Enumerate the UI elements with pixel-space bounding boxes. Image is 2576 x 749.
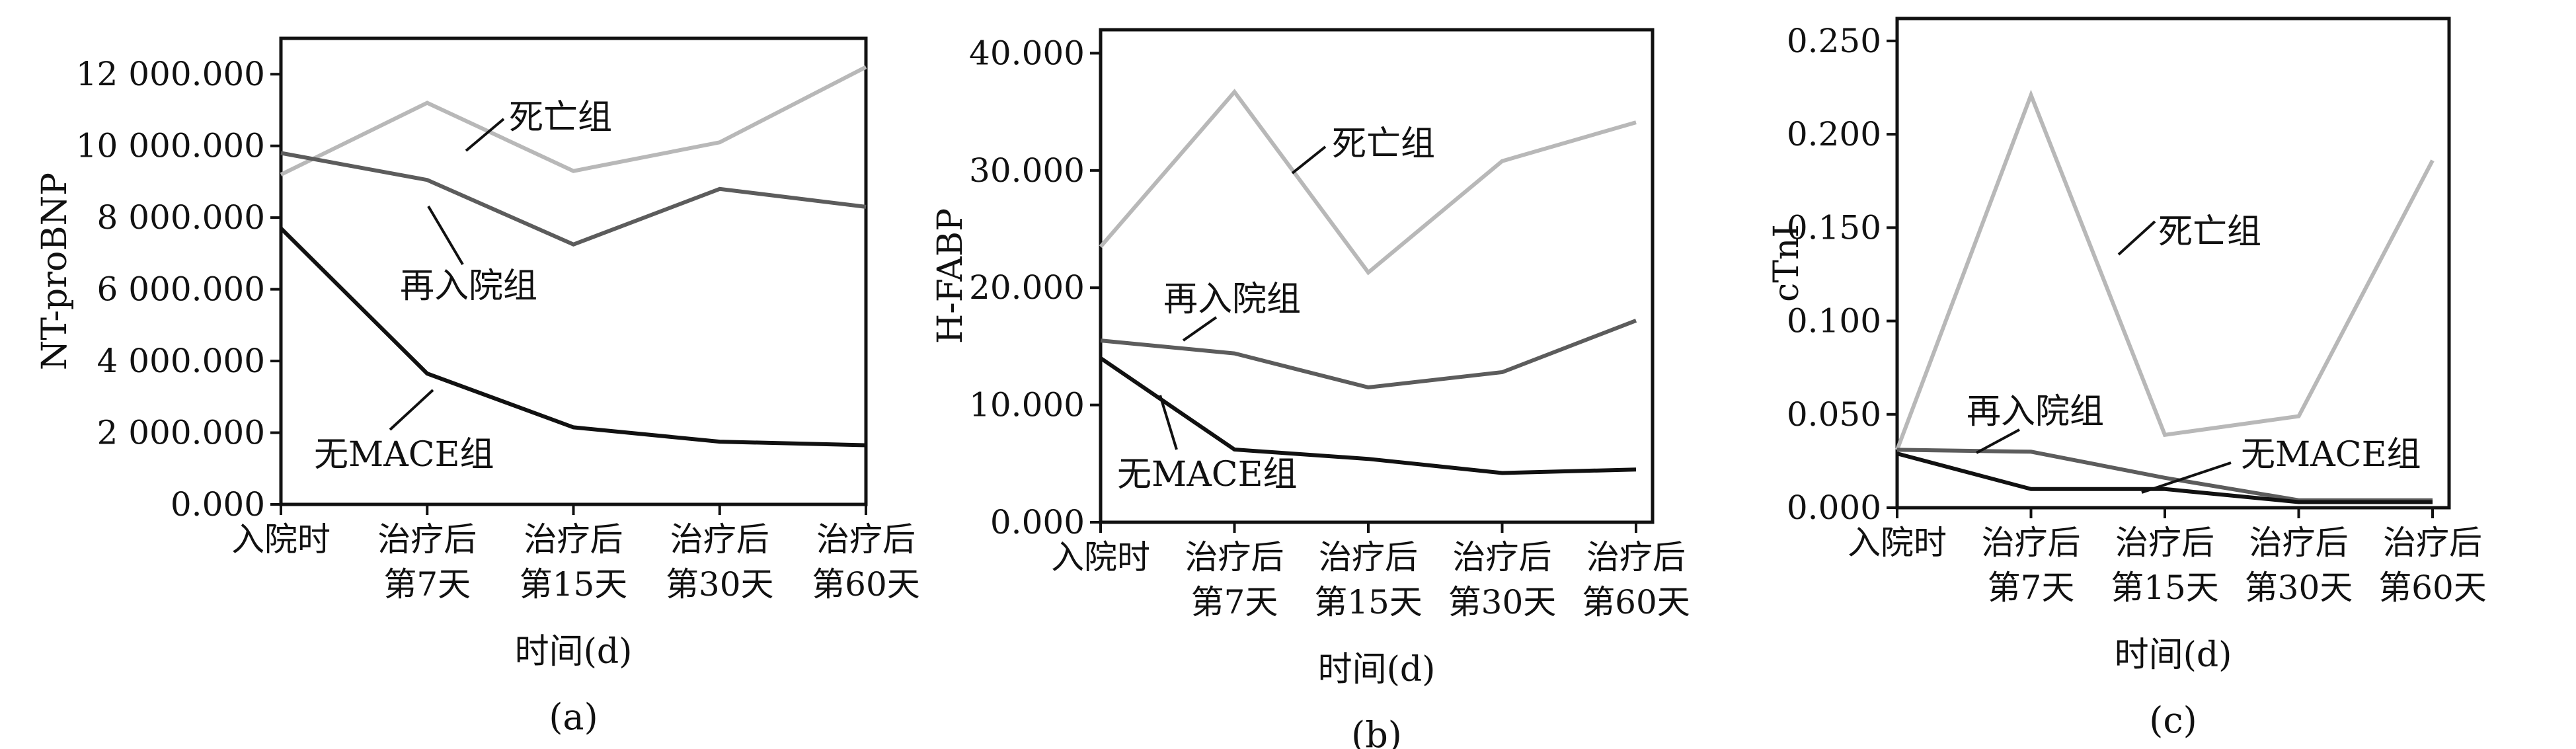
series-label: 再入院组 (1967, 392, 2104, 432)
x-tick-label: 治疗后 (2383, 524, 2482, 562)
panel-label: (c) (2149, 699, 2197, 741)
panel-label: (a) (549, 696, 598, 738)
y-tick-label: 40.000 (969, 34, 1085, 72)
chart-panel-a: 0.000 2 000.000 4 000.000 6 000.000 8 000.00… (35, 36, 920, 738)
series-label: 无MACE组 (314, 435, 494, 475)
plot-frame (1895, 17, 2451, 510)
y-tick-label: 0.050 (1787, 395, 1881, 434)
y-tick-label: 8 000.000 (97, 198, 265, 237)
x-tick-label: 入院时 (1051, 538, 1150, 576)
series-label: 死亡组 (1332, 124, 1435, 164)
series-label: 无MACE组 (1117, 455, 1298, 494)
y-tick-label: 20.000 (969, 268, 1085, 307)
x-tick-label: 第60天 (812, 565, 920, 604)
series-line-0 (1895, 89, 2435, 451)
x-tick-label: 治疗后 (1185, 538, 1284, 576)
series-leader-line (1159, 395, 1178, 450)
series-line-2 (1896, 452, 2433, 504)
y-axis-label: H-FABP (931, 208, 970, 344)
x-axis-label: 时间(d) (1318, 650, 1436, 690)
x-tick-label: 第60天 (2378, 569, 2487, 607)
y-axis-label: NT-proBNP (35, 173, 75, 370)
y-tick-label: 10 000.000 (76, 127, 265, 165)
y-tick-label: 10.000 (969, 386, 1085, 424)
x-tick-label: 第60天 (1582, 583, 1690, 621)
x-tick-label: 治疗后 (1319, 538, 1418, 576)
x-tick-label: 治疗后 (2115, 524, 2214, 562)
series-label: 再入院组 (1163, 280, 1301, 319)
y-tick-label: 0.200 (1787, 115, 1881, 153)
series-leader-line (1976, 428, 2020, 454)
x-tick-label: 第7天 (383, 565, 471, 604)
y-tick-label: 0.000 (171, 485, 265, 524)
x-tick-label: 治疗后 (816, 520, 916, 559)
series-leader-line (2117, 220, 2156, 256)
x-tick-label: 第15天 (1314, 583, 1423, 621)
y-tick-label: 0.150 (1787, 208, 1881, 247)
y-tick-label: 6 000.000 (97, 270, 265, 309)
series-leader-line (2141, 461, 2232, 494)
series-label: 无MACE组 (2241, 435, 2421, 475)
x-tick-label: 治疗后 (2249, 524, 2349, 562)
x-tick-label: 第30天 (2245, 569, 2353, 607)
x-tick-label: 入院时 (1848, 524, 1947, 562)
y-tick-label: 2 000.000 (97, 414, 265, 452)
y-tick-label: 0.000 (1787, 489, 1881, 527)
series-line-2 (1099, 356, 1637, 475)
x-tick-label: 第30天 (1448, 583, 1557, 621)
x-axis-label: 时间(d) (515, 632, 633, 672)
y-tick-label: 4 000.000 (97, 342, 265, 380)
x-tick-label: 治疗后 (377, 520, 477, 559)
series-line-0 (280, 65, 867, 177)
x-tick-label: 治疗后 (1982, 524, 2081, 562)
series-leader-line (1182, 316, 1218, 342)
series-label: 死亡组 (2158, 212, 2261, 252)
series-label: 死亡组 (509, 98, 612, 138)
x-tick-label: 治疗后 (524, 520, 623, 559)
y-tick-label: 0.100 (1787, 302, 1881, 340)
series-line-1 (1100, 319, 1637, 390)
x-tick-label: 治疗后 (1586, 538, 1686, 576)
x-tick-label: 第7天 (1191, 583, 1278, 621)
series-leader-line (1291, 145, 1327, 175)
y-tick-label: 0.000 (990, 503, 1085, 541)
x-tick-label: 治疗后 (670, 520, 769, 559)
y-tick-label: 0.250 (1787, 22, 1881, 60)
series-line-2 (279, 227, 867, 448)
x-tick-label: 第30天 (666, 565, 774, 604)
x-tick-label: 第7天 (1988, 569, 2075, 607)
series-line-1 (280, 151, 867, 247)
series-leader-line (427, 205, 464, 266)
panel-label: (b) (1351, 714, 1402, 749)
series-leader-line (389, 389, 434, 431)
y-axis-label: cTnI (1767, 224, 1807, 302)
y-tick-label: 30.000 (969, 151, 1085, 190)
x-tick-label: 治疗后 (1453, 538, 1552, 576)
x-tick-label: 入院时 (231, 520, 331, 559)
series-leader-line (465, 118, 505, 152)
y-tick-label: 12 000.000 (76, 55, 265, 93)
x-tick-label: 第15天 (520, 565, 628, 604)
plot-frame (1099, 28, 1655, 524)
x-axis-label: 时间(d) (2115, 635, 2232, 675)
x-tick-label: 第15天 (2111, 569, 2219, 607)
series-label: 再入院组 (400, 266, 537, 306)
series-line-0 (1099, 89, 1637, 276)
